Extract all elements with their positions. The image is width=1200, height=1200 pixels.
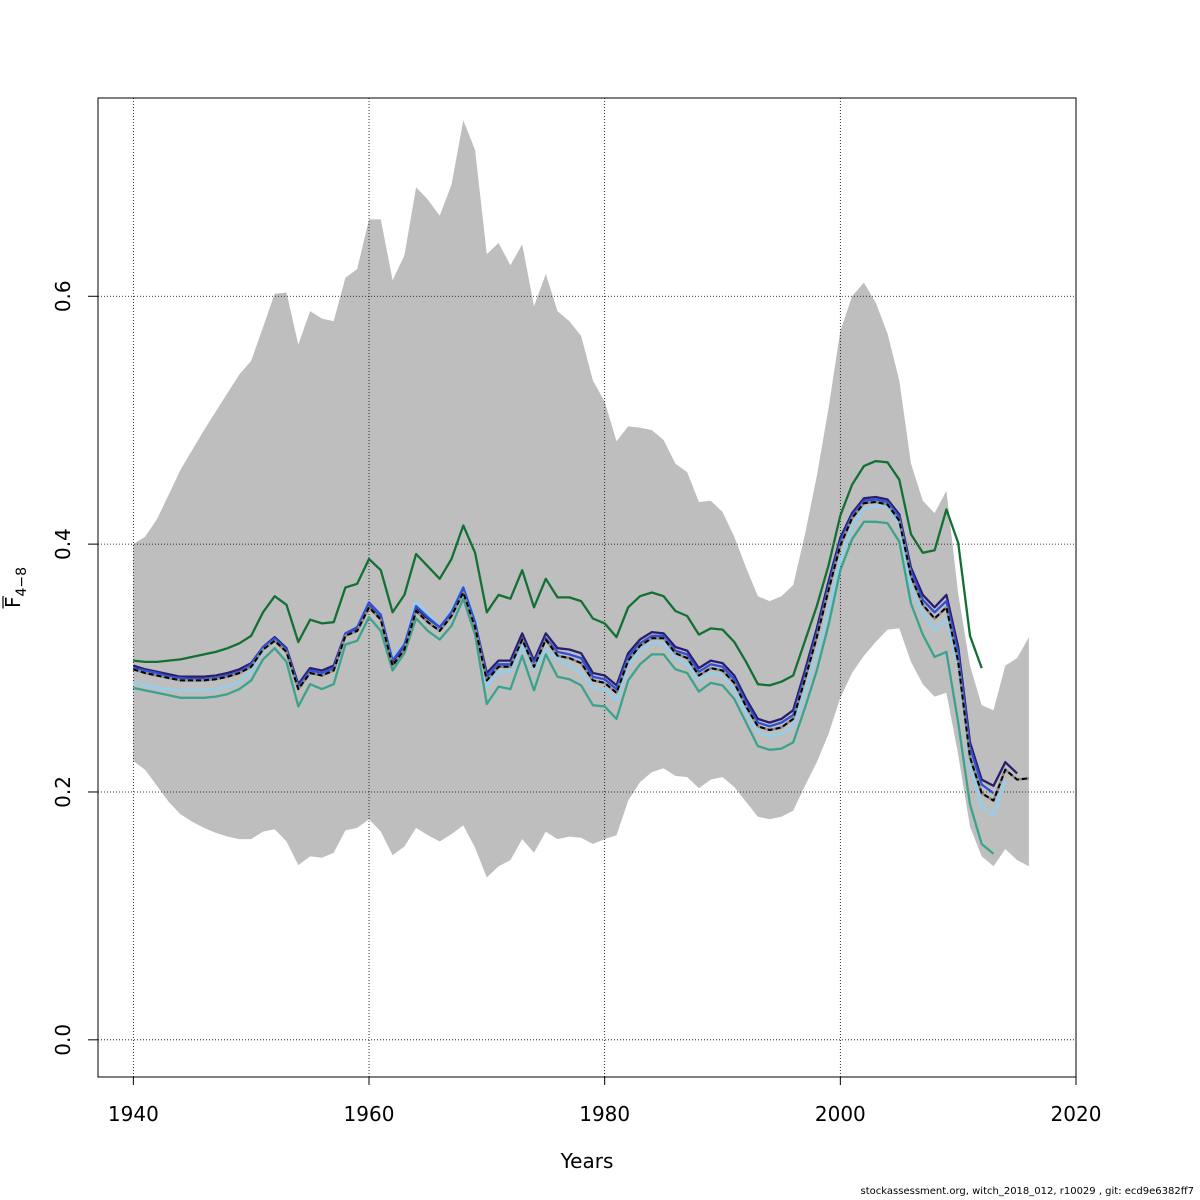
y-axis-title-main: F bbox=[1, 596, 25, 608]
x-tick-label: 1960 bbox=[344, 1102, 395, 1126]
y-tick-label: 0.2 bbox=[51, 776, 75, 808]
series-line-1 bbox=[133, 520, 995, 855]
x-axis: 1940 1960 1980 2000 2020 bbox=[108, 1076, 1102, 1126]
series-line-0 bbox=[133, 459, 983, 687]
confidence-band bbox=[133, 120, 1029, 878]
y-tick-label: 0.4 bbox=[51, 528, 75, 560]
y-axis: 0.0 0.2 0.4 0.6 bbox=[51, 280, 99, 1056]
y-axis-title: F4−8 bbox=[1, 567, 30, 609]
y-tick-label: 0.6 bbox=[51, 280, 75, 312]
y-axis-title-subscript: 4−8 bbox=[14, 567, 30, 597]
x-tick-label: 2020 bbox=[1051, 1102, 1102, 1126]
x-tick-label: 1980 bbox=[579, 1102, 630, 1126]
x-tick-label: 2000 bbox=[815, 1102, 866, 1126]
y-tick-label: 0.0 bbox=[51, 1024, 75, 1056]
svg-text:F4−8: F4−8 bbox=[1, 567, 30, 608]
confidence-band-layer bbox=[133, 120, 1029, 878]
x-axis-title: Years bbox=[560, 1149, 614, 1173]
series-line-5 bbox=[133, 501, 1030, 802]
x-tick-label: 1940 bbox=[108, 1102, 159, 1126]
series-layer bbox=[132, 459, 1030, 855]
footer-credit: stockassessment.org, witch_2018_012, r10… bbox=[860, 1186, 1194, 1197]
